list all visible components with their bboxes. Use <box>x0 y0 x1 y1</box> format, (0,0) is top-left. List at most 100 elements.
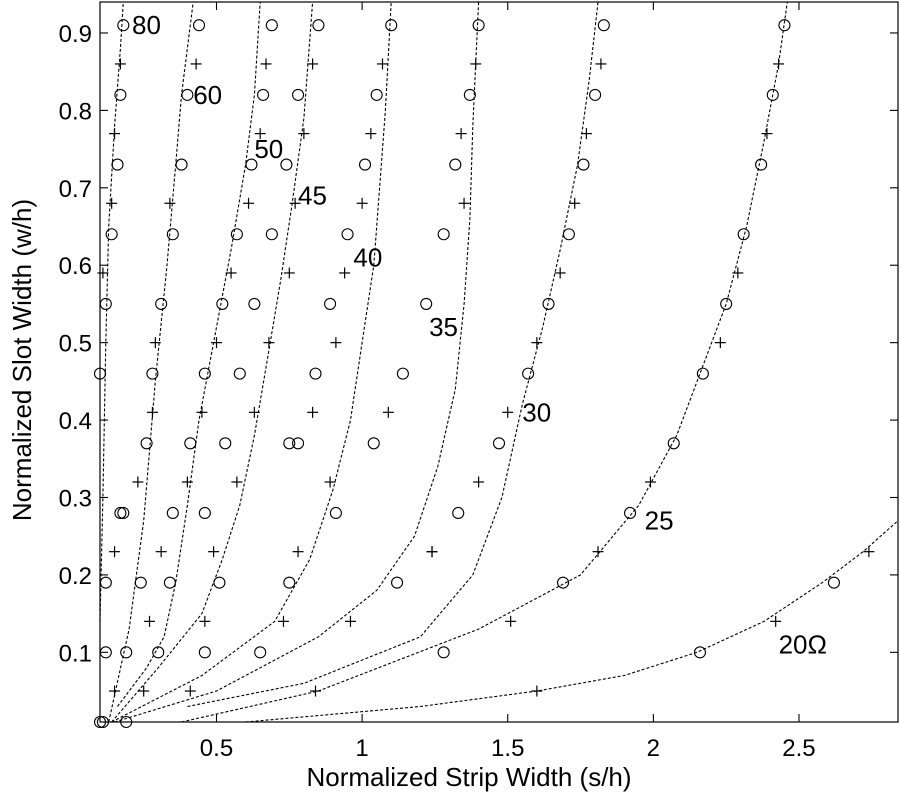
plus-marker-0-1 <box>109 546 121 558</box>
circle-marker-7-6 <box>755 158 768 171</box>
circle-marker-3-4 <box>233 367 246 380</box>
circle-marker-1-6 <box>155 297 168 310</box>
circle-marker-0-8 <box>114 88 127 101</box>
circle-marker-8-1 <box>827 576 840 589</box>
y-axis-title: Normalized Slot Width (w/h) <box>7 199 37 521</box>
plus-marker-6-7 <box>595 58 607 70</box>
axes: 0.5 1 1.5 2 2.5 0.1 0.2 0.3 0.4 0.5 0.6 0.7 0.8 0.9 <box>59 1 899 762</box>
plus-marker-8-0 <box>531 685 543 697</box>
curve-labels: 80 60 50 45 40 35 30 25 20Ω <box>132 10 827 659</box>
circle-marker-0-9 <box>117 19 130 32</box>
plus-marker-5-0 <box>344 615 356 627</box>
circle-marker-1-5 <box>146 367 159 380</box>
plus-marker-3-4 <box>248 406 260 418</box>
circle-marker-1-10 <box>192 19 206 32</box>
plus-marker-3-2 <box>208 546 220 558</box>
circle-marker-2-5 <box>216 297 229 310</box>
circle-marker-2-4 <box>198 367 211 380</box>
circle-marker-3-6 <box>265 228 278 241</box>
circle-marker-1-9 <box>181 88 194 101</box>
plus-marker-1-4 <box>146 406 158 418</box>
circle-marker-3-1 <box>213 576 226 589</box>
circle-marker-3-3 <box>219 437 232 450</box>
plus-marker-0-0 <box>109 685 121 697</box>
plus-marker-2-3 <box>181 476 193 488</box>
circle-marker-2-3 <box>184 437 197 450</box>
circle-marker-0-7 <box>111 158 124 171</box>
x-tick-label-0: 0.5 <box>200 735 233 762</box>
plus-marker-3-8 <box>298 128 310 140</box>
series-curve-7 <box>181 1 788 723</box>
plus-marker-6-5 <box>569 197 581 209</box>
plus-marker-7-0 <box>310 685 322 697</box>
series-curve-2 <box>117 1 261 707</box>
y-tick-label-1: 0.2 <box>59 563 92 590</box>
curve-label-5: 35 <box>429 312 458 342</box>
circle-marker-6-6 <box>577 158 590 171</box>
plus-marker-8-2 <box>863 546 875 558</box>
circle-marker-7-4 <box>720 297 733 310</box>
x-tick-label-4: 2.5 <box>782 735 815 762</box>
y-tick-label-3: 0.4 <box>59 408 92 435</box>
y-tick-label-0: 0.1 <box>59 640 92 667</box>
plus-marker-6-1 <box>473 476 485 488</box>
circle-marker-5-7 <box>463 88 476 101</box>
circle-marker-7-8 <box>778 19 791 32</box>
series-curve-5 <box>114 1 480 723</box>
circle-marker-5-3 <box>396 367 409 380</box>
plus-marker-6-6 <box>580 128 592 140</box>
plus-marker-5-3 <box>458 197 470 209</box>
x-tick-label-2: 1.5 <box>491 735 524 762</box>
plus-marker-3-1 <box>199 615 211 627</box>
circle-marker-2-8 <box>257 88 270 101</box>
series-curve-3 <box>111 1 314 723</box>
circle-marker-3-2 <box>198 506 211 520</box>
circle-marker-0-5 <box>99 297 112 310</box>
series-curve-6 <box>187 1 599 708</box>
circle-marker-6-3 <box>522 367 535 380</box>
plus-marker-1-0 <box>132 476 144 488</box>
circle-marker-6-4 <box>542 297 555 310</box>
plus-marker-4-7 <box>365 128 377 140</box>
plus-marker-7-2 <box>592 546 604 558</box>
plus-marker-6-2 <box>502 406 514 418</box>
circle-marker-5-0 <box>254 646 267 659</box>
circle-marker-4-6 <box>341 228 354 241</box>
curve-label-8: 20Ω <box>779 630 827 660</box>
circle-marker-5-5 <box>437 228 450 241</box>
x-axis-title: Normalized Strip Width (s/h) <box>306 762 631 792</box>
plus-marker-6-3 <box>531 337 543 349</box>
circle-marker-7-7 <box>766 88 779 101</box>
circle-marker-3-5 <box>248 297 261 310</box>
curve-label-0: 80 <box>132 10 161 40</box>
plus-marker-2-9 <box>260 58 272 70</box>
curve-label-3: 45 <box>298 181 327 211</box>
circle-marker-4-4 <box>309 367 322 380</box>
y-tick-label-8: 0.9 <box>59 21 92 48</box>
circle-marker-6-1 <box>452 506 465 520</box>
circle-marker-4-0 <box>283 576 296 589</box>
circle-marker-5-4 <box>420 297 433 310</box>
circle-marker-0-3 <box>114 506 127 520</box>
circle-marker-4-5 <box>324 297 337 310</box>
plus-marker-2-7 <box>243 197 255 209</box>
circle-marker-7-1 <box>624 506 637 520</box>
curve-label-4: 40 <box>353 242 382 272</box>
circle-marker-2-1 <box>163 576 176 589</box>
plus-marker-3-7 <box>289 197 301 209</box>
circle-marker-1-4 <box>140 437 153 450</box>
circle-marker-6-8 <box>597 19 610 32</box>
circle-marker-4-1 <box>329 506 342 520</box>
circle-marker-3-9 <box>312 19 325 32</box>
plus-marker-0-3 <box>106 197 118 209</box>
circle-marker-3-0 <box>198 646 211 659</box>
plus-marker-7-4 <box>714 337 726 349</box>
circle-marker-0-2 <box>99 576 112 589</box>
circle-marker-7-0 <box>557 576 570 589</box>
plus-marker-4-2 <box>324 476 336 488</box>
circle-marker-1-2 <box>120 646 133 659</box>
plus-marker-1-1 <box>149 337 161 349</box>
plus-marker-7-1 <box>505 615 517 627</box>
plus-marker-7-6 <box>761 128 773 140</box>
